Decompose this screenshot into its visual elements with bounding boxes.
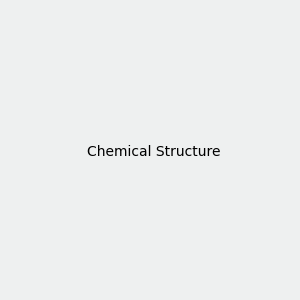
Text: Chemical Structure: Chemical Structure: [87, 145, 220, 158]
